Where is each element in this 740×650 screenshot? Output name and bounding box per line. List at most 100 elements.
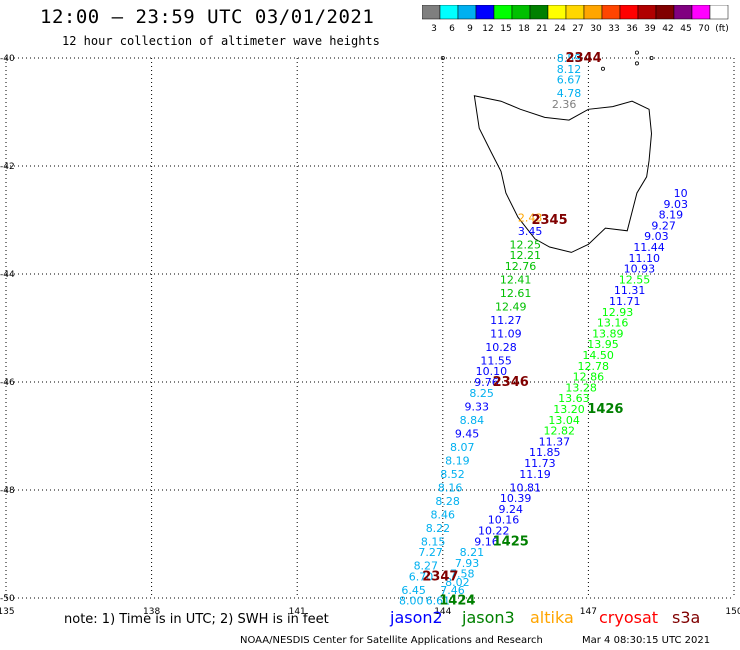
wave-height-label: 11.85 [529,446,561,459]
lon-tick-label: 147 [580,607,597,617]
wave-height-label: 6.45 [401,584,426,597]
legend-s3a: s3a [672,608,701,627]
wave-height-label: 12.41 [500,273,532,286]
colorbar-label: 15 [500,24,511,34]
units-note: note: 1) Time is in UTC; 2) SWH is in fe… [64,612,329,627]
wave-height-label: 8.84 [460,414,485,427]
colorbar-swatch [709,5,729,20]
island-outline [440,56,445,61]
wave-height-label: 12.55 [619,273,651,286]
wave-height-label: 10.93 [624,263,656,276]
wave-height-label: 9.45 [455,427,480,440]
wave-height-label: 8.16 [438,481,463,494]
island-outline [634,50,639,55]
colorbar-label: (ft) [715,24,729,34]
wave-height-label: 11.37 [539,435,571,448]
wave-height-label: 6.70 [409,570,434,583]
wave-height-label: 13.16 [597,317,629,330]
wave-height-label: 10 [674,187,688,200]
colorbar-label: 9 [467,24,473,34]
island-outline [649,56,654,61]
wave-height-label: 12.76 [505,260,537,273]
pass-time-label: 2344 [565,51,601,66]
colorbar-label: 3 [431,24,437,34]
wave-height-label: 8.22 [426,522,451,535]
wave-height-label: 11.19 [519,468,551,481]
wave-height-label: 8.27 [414,560,439,573]
wave-height-label: 11.55 [480,354,512,367]
wave-height-label: 12.86 [573,371,605,384]
wave-height-label: 13.04 [548,414,580,427]
wave-height-label: 11.10 [628,252,660,265]
lon-tick-label: 141 [289,607,306,617]
wave-height-label: 7.46 [440,584,465,597]
wave-height-label: 2.36 [552,98,577,111]
wave-height-label: 6.61 [426,595,451,608]
wave-height-label: 2.43 [518,211,543,224]
wave-height-label: 10.28 [485,341,517,354]
legend-altika: altika [530,608,574,627]
lat-tick-label: -42 [0,162,15,172]
lat-tick-label: -46 [0,378,15,388]
wave-height-label: 12.49 [495,300,527,313]
wave-height-label: 9.33 [465,400,490,413]
wave-height-label: 11.09 [490,327,522,340]
wave-height-label: 10.16 [488,514,520,527]
wave-height-label: 11.71 [609,295,641,308]
island-outline [600,66,605,71]
wave-height-label: 9.27 [651,219,676,232]
wave-height-label: 13.95 [587,338,619,351]
wave-height-label: 11.27 [490,314,522,327]
wave-height-label: 13.20 [553,403,585,416]
pass-time-label: 2346 [493,375,529,390]
lon-tick-label: 135 [0,607,15,617]
pass-time-label: 1425 [493,534,529,549]
color-scale-bar: 3 6 9 12 15 18 21 24 27 30 33 36 39 42 45 70 (ft) [422,5,729,34]
wave-height-label: 8.19 [445,454,470,467]
tasmania-coastline [473,95,652,253]
wave-height-label: 11.31 [614,284,646,297]
wave-height-label: 11.44 [633,241,665,254]
wave-height-label: 8.46 [431,508,456,521]
wave-height-label: 10.81 [510,481,542,494]
colorbar-label: 6 [449,24,455,34]
wave-height-label: 9.03 [664,198,689,211]
wave-height-label: 9.03 [644,230,669,243]
footer-timestamp: Mar 4 08:30:15 UTC 2021 [582,635,711,646]
wave-height-label: 9.76 [474,376,499,389]
wave-height-label: 9.24 [498,503,523,516]
pass-time-label: 2347 [422,569,458,584]
lon-tick-label: 150 [725,607,740,617]
lon-tick-label: 144 [434,607,451,617]
colorbar-label: 12 [482,24,493,34]
wave-height-label: 8.21 [460,546,485,559]
wave-height-label: 8.25 [469,387,494,400]
pass-time-label: 1424 [439,594,475,609]
wave-height-label: 14.50 [582,349,614,362]
wave-height-label: 12.25 [510,238,542,251]
colorbar-label: 18 [518,24,530,34]
lon-tick-label: 138 [143,607,160,617]
colorbar-label: 21 [536,24,547,34]
legend-cryosat: cryosat [599,608,659,627]
legend-jason2: jason2 [390,608,443,627]
colorbar-label: 70 [698,24,710,34]
wave-height-label: 7.93 [455,557,480,570]
page-subtitle: 12 hour collection of altimeter wave hei… [62,34,380,48]
wave-height-label: 13.89 [592,327,624,340]
wave-height-label: 8.00 [399,595,424,608]
colorbar-label: 45 [680,24,691,34]
colorbar-label: 30 [590,24,602,34]
wave-height-label: 8.19 [659,209,684,222]
colorbar-label: 36 [626,24,638,34]
colorbar-label: 33 [608,24,619,34]
wave-height-label: 8.07 [450,441,475,454]
colorbar-label: 24 [554,24,566,34]
wave-height-label: 12.78 [578,360,610,373]
legend-jason3: jason3 [462,608,515,627]
wave-height-label: 12.61 [500,287,532,300]
island-outline [634,61,639,66]
pass-time-label: 1426 [587,402,623,417]
lat-tick-label: -50 [0,594,15,604]
